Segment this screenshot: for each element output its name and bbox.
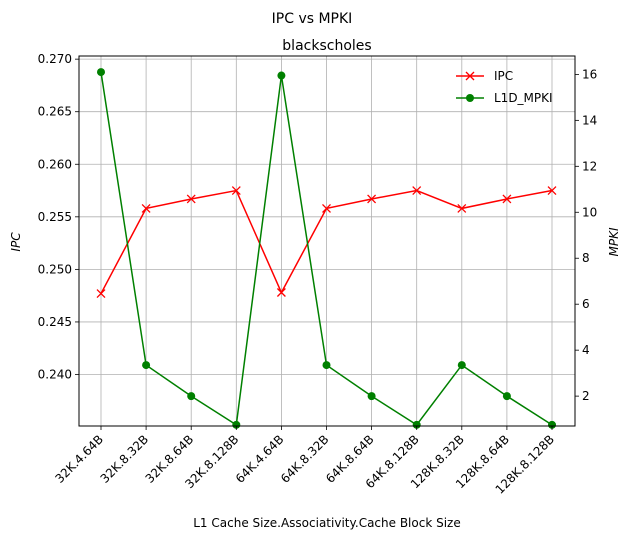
y2-tick-label: 6 [582, 297, 590, 311]
legend-marker-ipc [465, 71, 475, 81]
y2-tick-label: 14 [582, 113, 597, 127]
grid-lines [79, 56, 575, 426]
y2-tick-label: 4 [582, 343, 590, 357]
data-point-l1d_mpki [502, 392, 511, 401]
y-tick-label: 0.250 [38, 262, 72, 276]
data-point-l1d_mpki [187, 392, 196, 401]
data-point-l1d_mpki [232, 420, 241, 429]
data-point-ipc [186, 194, 196, 204]
data-point-ipc [141, 203, 151, 213]
x-axis-label: L1 Cache Size.Associativity.Cache Block … [193, 516, 460, 530]
data-point-ipc [547, 186, 557, 196]
data-point-l1d_mpki [97, 68, 105, 77]
y2-tick-label: 8 [582, 251, 590, 265]
axes: 32K.4.64B32K.8.32B32K.8.64B32K.8.128B64K… [38, 52, 598, 497]
data-point-ipc [322, 203, 331, 213]
y2-tick-label: 12 [582, 159, 597, 173]
data-point-l1d_mpki [142, 361, 151, 370]
data-point-l1d_mpki [457, 361, 466, 370]
data-point-l1d_mpki [322, 361, 331, 370]
data-point-ipc [367, 194, 377, 204]
chart-suptitle: IPC vs MPKI [272, 11, 353, 27]
data-point-ipc [412, 186, 422, 196]
y2-tick-label: 2 [582, 389, 590, 403]
plot-series [96, 68, 557, 429]
y2-tick-label: 10 [582, 205, 597, 219]
legend-marker-mpki [466, 94, 474, 102]
chart-title: blackscholes [282, 38, 371, 54]
plot-frame [78, 55, 576, 427]
y-tick-label: 0.260 [38, 157, 72, 171]
y-tick-label: 0.270 [38, 52, 72, 66]
data-point-l1d_mpki [548, 420, 556, 429]
data-point-l1d_mpki [277, 71, 286, 80]
data-point-l1d_mpki [367, 392, 376, 401]
data-point-ipc [276, 288, 286, 297]
data-point-l1d_mpki [412, 420, 421, 429]
legend-label-mpki: L1D_MPKI [494, 91, 553, 105]
y-tick-label: 0.265 [38, 105, 72, 119]
y-tick-label: 0.245 [38, 315, 72, 329]
y-tick-label: 0.240 [38, 367, 72, 381]
legend-label-ipc: IPC [494, 69, 513, 83]
y2-axis-label: MPKI [607, 227, 621, 256]
y-axis-label: IPC [9, 232, 23, 252]
data-point-ipc [457, 203, 467, 213]
legend: IPC L1D_MPKI [456, 69, 553, 105]
y-tick-label: 0.255 [38, 210, 72, 224]
data-point-ipc [96, 289, 106, 299]
data-point-ipc [502, 194, 512, 204]
data-point-ipc [231, 186, 241, 196]
y2-tick-label: 16 [582, 67, 597, 81]
